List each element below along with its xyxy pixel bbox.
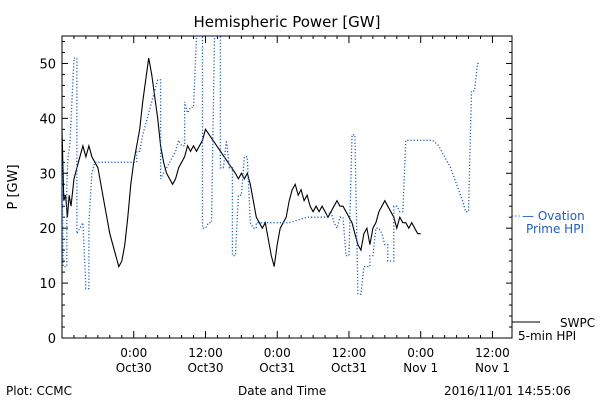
x-tick-time-label: 0:00 [264,346,291,360]
y-tick-label: 30 [39,167,56,182]
x-tick-date-label: Oct30 [116,361,152,375]
y-tick-label: 10 [39,277,56,292]
x-tick-time-label: 12:00 [475,346,510,360]
x-tick-date-label: Oct31 [259,361,295,375]
x-tick-time-label: 0:00 [407,346,434,360]
swpc-series-line [62,57,421,269]
x-tick-time-label: 12:00 [332,346,367,360]
plot-credit: Plot: CCMC [6,384,72,398]
y-axis-label: P [GW] [6,164,21,209]
x-tick-time-label: 0:00 [120,346,147,360]
y-tick-label: 0 [48,332,56,347]
x-tick-date-label: Oct31 [331,361,367,375]
legend-ovation-line2: Prime HPI [526,222,584,236]
x-axis-label: Date and Time [238,384,327,398]
legend-swpc-line1: SWPC [560,316,595,330]
y-tick-label: 20 [39,222,56,237]
y-tick-label: 50 [39,57,56,72]
x-tick-date-label: Nov 1 [403,361,438,375]
x-tick-time-label: 12:00 [188,346,223,360]
legend-ovation-line1: — Ovation [522,209,585,223]
y-tick-label: 40 [39,112,56,127]
legend-swpc-line2: 5-min HPI [518,329,576,343]
x-tick-date-label: Nov 1 [475,361,510,375]
plot-frame [61,35,513,339]
plot-timestamp: 2016/11/01 14:55:06 [444,384,571,398]
chart-title: Hemispheric Power [GW] [194,13,381,31]
x-tick-date-label: Oct30 [187,361,223,375]
ovation-prime-series-line [62,36,481,295]
